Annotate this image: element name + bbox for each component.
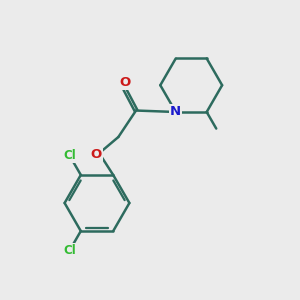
Text: Cl: Cl — [63, 149, 76, 162]
Text: Cl: Cl — [63, 244, 76, 257]
Text: N: N — [170, 106, 181, 118]
Text: O: O — [91, 148, 102, 161]
Text: O: O — [119, 76, 130, 89]
